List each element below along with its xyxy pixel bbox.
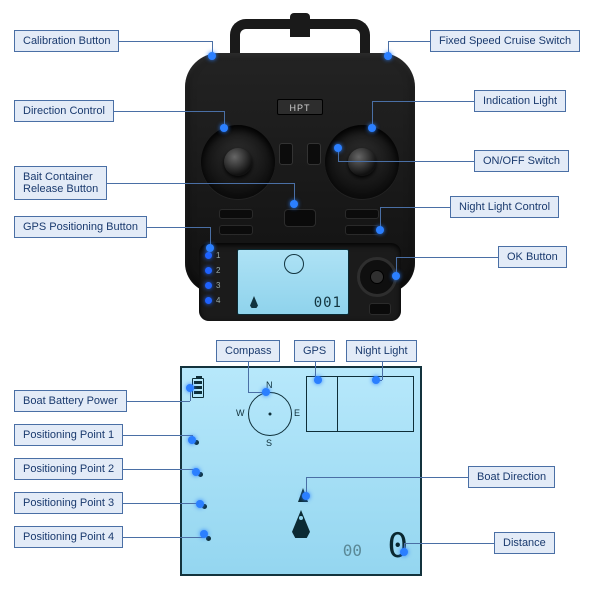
callout-label: Compass bbox=[216, 340, 280, 362]
callout-dot bbox=[196, 500, 204, 508]
callout-label: Positioning Point 1 bbox=[14, 424, 123, 446]
callout-label: Bait Container Release Button bbox=[14, 166, 107, 200]
callout-label: Boat Battery Power bbox=[14, 390, 127, 412]
callout-label: GPS Positioning Button bbox=[14, 216, 147, 238]
leader-line bbox=[147, 227, 210, 228]
right-joystick[interactable] bbox=[325, 125, 399, 199]
callout-dot bbox=[400, 548, 408, 556]
callout-label: Positioning Point 3 bbox=[14, 492, 123, 514]
trim-left-b[interactable] bbox=[219, 225, 253, 235]
leader-line bbox=[123, 469, 196, 470]
callout-label: GPS bbox=[294, 340, 335, 362]
callout-dot bbox=[314, 376, 322, 384]
leader-line bbox=[123, 435, 192, 436]
status-led-1 bbox=[205, 252, 212, 259]
boat-icon bbox=[292, 510, 310, 538]
lcd-number: 001 bbox=[314, 295, 342, 311]
callout-dot bbox=[392, 272, 400, 280]
leader-line bbox=[396, 257, 498, 258]
callout-label: Fixed Speed Cruise Switch bbox=[430, 30, 580, 52]
callout-dot bbox=[208, 52, 216, 60]
callout-dot bbox=[186, 384, 194, 392]
callout-label: Direction Control bbox=[14, 100, 114, 122]
callout-dot bbox=[262, 388, 270, 396]
callout-dot bbox=[220, 124, 228, 132]
callout-label: Boat Direction bbox=[468, 466, 555, 488]
leader-line bbox=[127, 401, 190, 402]
status-led-3 bbox=[205, 282, 212, 289]
brand-plate: HPT bbox=[277, 99, 323, 115]
display-screen-detail: N S E W 00 0 bbox=[180, 366, 422, 576]
left-joystick[interactable] bbox=[201, 125, 275, 199]
compass-s: S bbox=[266, 438, 272, 448]
remote-controller: HPT 1 2 3 4 001 bbox=[185, 15, 415, 305]
trim-right[interactable] bbox=[345, 209, 379, 219]
d-pad-center[interactable] bbox=[370, 270, 384, 284]
center-button[interactable] bbox=[284, 209, 316, 227]
callout-dot bbox=[206, 244, 214, 252]
leader-line bbox=[123, 537, 204, 538]
trim-right-b[interactable] bbox=[345, 225, 379, 235]
leader-line bbox=[119, 41, 212, 42]
callout-label: Night Light Control bbox=[450, 196, 559, 218]
lcd-screen: 001 bbox=[237, 249, 349, 315]
leader-line bbox=[107, 183, 294, 184]
leader-line bbox=[388, 41, 430, 42]
status-num: 1 bbox=[216, 251, 220, 260]
center-switch-right[interactable] bbox=[307, 143, 321, 165]
compass-e: E bbox=[294, 408, 300, 418]
callout-dot bbox=[290, 200, 298, 208]
callout-label: Positioning Point 2 bbox=[14, 458, 123, 480]
callout-dot bbox=[334, 144, 342, 152]
status-led-4 bbox=[205, 297, 212, 304]
callout-label: Positioning Point 4 bbox=[14, 526, 123, 548]
leader-line bbox=[372, 101, 474, 102]
leader-line bbox=[248, 362, 249, 392]
status-num: 4 bbox=[216, 296, 220, 305]
leader-line bbox=[380, 207, 450, 208]
status-num: 3 bbox=[216, 281, 220, 290]
callout-dot bbox=[372, 376, 380, 384]
callout-dot bbox=[200, 530, 208, 538]
callout-dot bbox=[368, 124, 376, 132]
distance-pad: 00 bbox=[343, 541, 362, 560]
d-pad[interactable] bbox=[357, 257, 397, 297]
leader-line bbox=[123, 503, 200, 504]
callout-label: Calibration Button bbox=[14, 30, 119, 52]
status-led-2 bbox=[205, 267, 212, 274]
leader-line bbox=[404, 543, 494, 544]
status-num: 2 bbox=[216, 266, 220, 275]
leader-line bbox=[338, 161, 474, 162]
callout-label: ON/OFF Switch bbox=[474, 150, 569, 172]
lcd-compass-icon bbox=[284, 254, 304, 274]
callout-dot bbox=[302, 492, 310, 500]
gps-panel bbox=[306, 376, 414, 432]
ok-button[interactable] bbox=[369, 303, 391, 315]
trim-left[interactable] bbox=[219, 209, 253, 219]
controller-body: HPT 1 2 3 4 001 bbox=[185, 53, 415, 293]
callout-dot bbox=[376, 226, 384, 234]
lcd-panel: 1 2 3 4 001 bbox=[199, 243, 401, 321]
callout-label: Night Light bbox=[346, 340, 417, 362]
callout-label: OK Button bbox=[498, 246, 567, 268]
callout-dot bbox=[188, 436, 196, 444]
callout-label: Indication Light bbox=[474, 90, 566, 112]
callout-dot bbox=[384, 52, 392, 60]
distance-value: 0 bbox=[388, 526, 410, 566]
leader-line bbox=[382, 362, 383, 380]
leader-line bbox=[114, 111, 224, 112]
compass-w: W bbox=[236, 408, 245, 418]
callout-dot bbox=[192, 468, 200, 476]
lcd-boat-icon bbox=[250, 296, 258, 308]
center-switch-left[interactable] bbox=[279, 143, 293, 165]
compass-icon bbox=[248, 392, 292, 436]
leader-line bbox=[306, 477, 468, 478]
callout-label: Distance bbox=[494, 532, 555, 554]
status-led-column: 1 2 3 4 bbox=[205, 251, 235, 311]
